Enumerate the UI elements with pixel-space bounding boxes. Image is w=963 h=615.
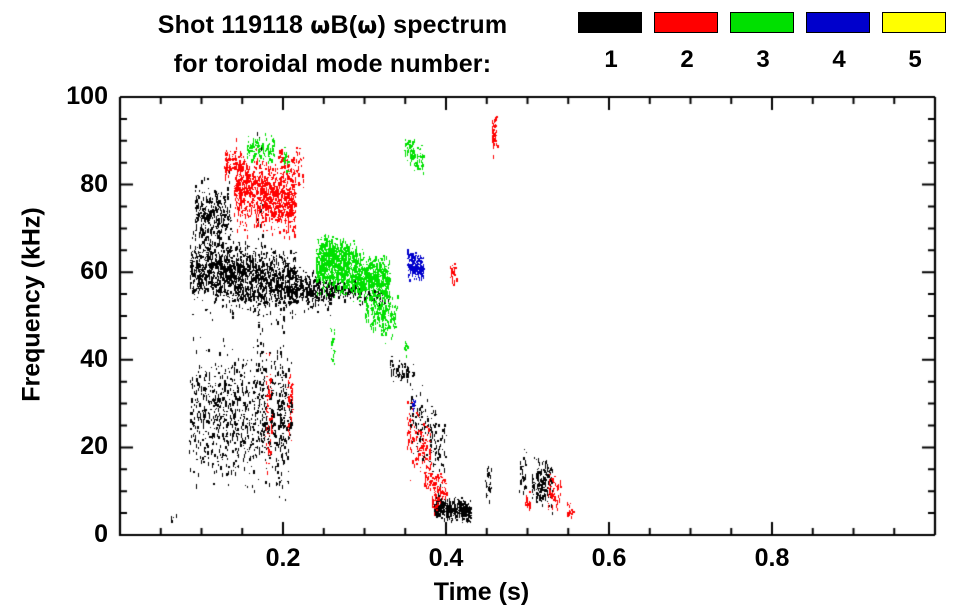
x-tick-label: 0.2 [265, 544, 301, 572]
y-tick-label: 80 [80, 169, 108, 198]
x-tick-label: 0.6 [591, 544, 627, 572]
y-tick-label: 40 [80, 344, 108, 373]
x-axis-title: Time (s) [433, 578, 530, 606]
x-tick-label: 0.8 [754, 544, 790, 572]
y-tick-label: 20 [80, 432, 108, 461]
y-tick-label: 100 [66, 82, 108, 110]
x-tick-label: 0.4 [428, 544, 464, 572]
y-tick-label: 60 [80, 257, 108, 286]
y-tick-label: 0 [94, 520, 108, 548]
y-axis-title: Frequency (kHz) [17, 207, 46, 402]
